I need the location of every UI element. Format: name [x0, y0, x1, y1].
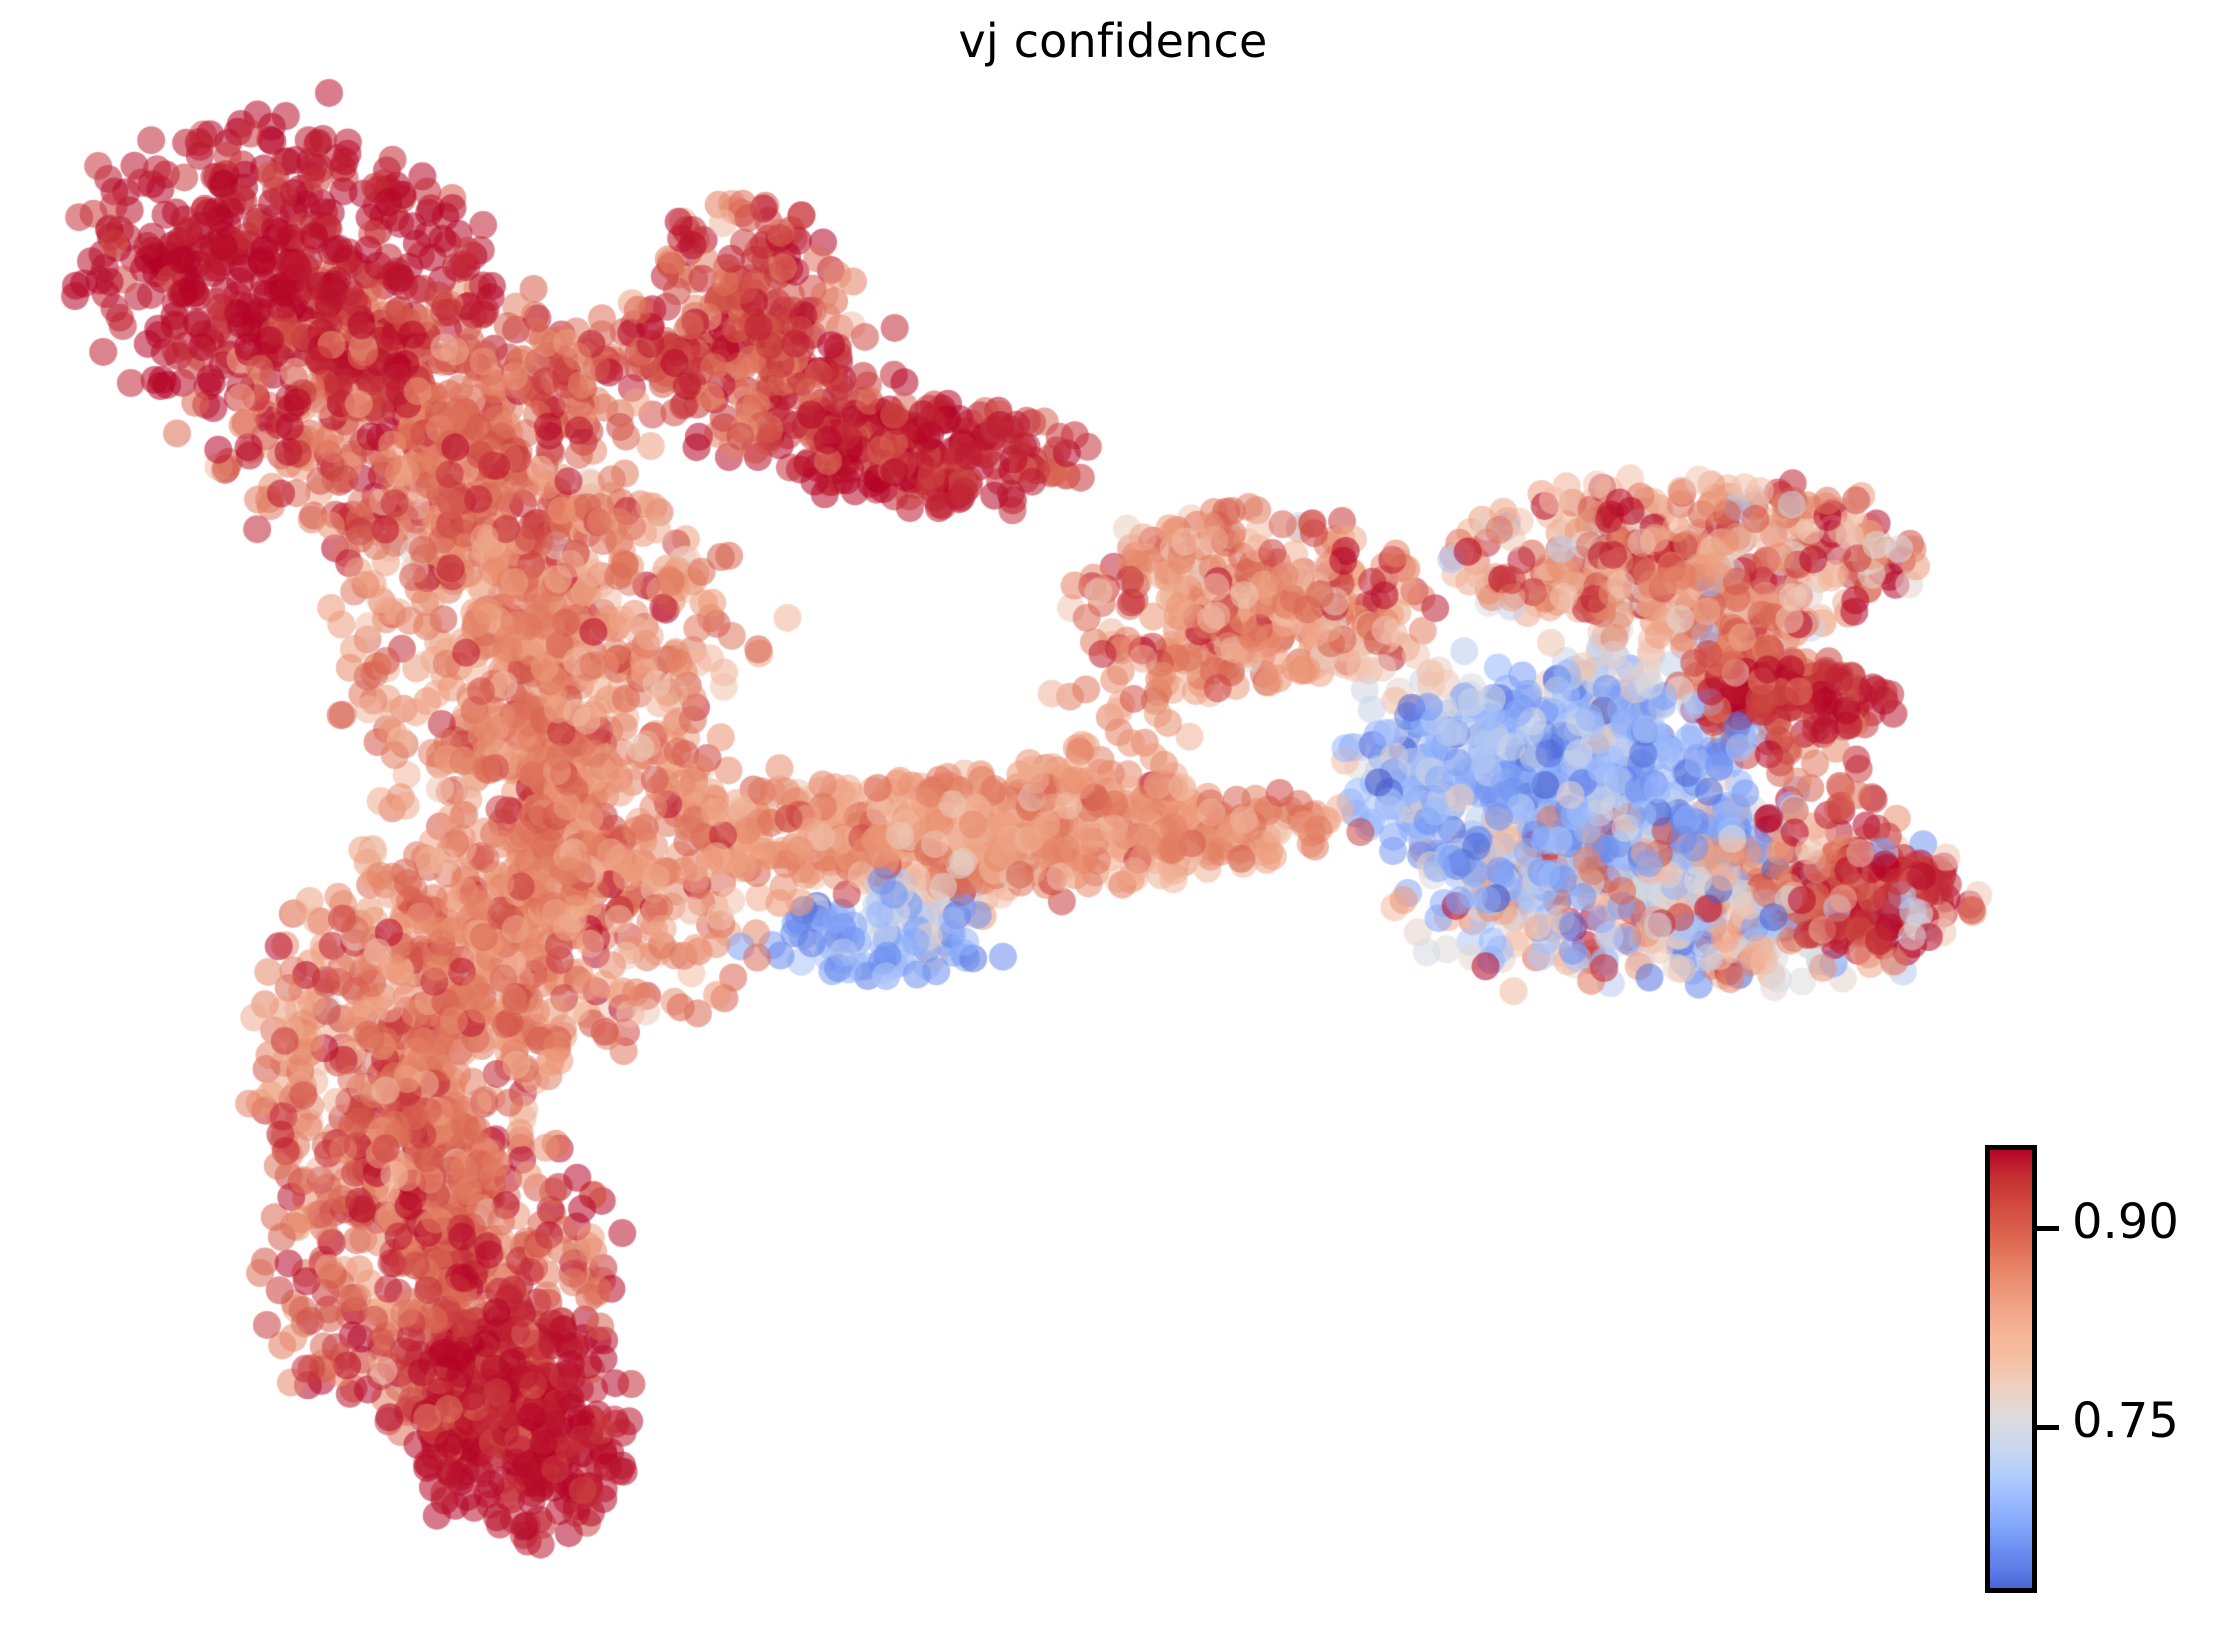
colorbar-tick-label-0: 0.90: [2072, 1194, 2179, 1250]
colorbar-tick-label-1: 0.75: [2072, 1393, 2179, 1449]
colorbar-tick-0: [2037, 1226, 2059, 1231]
colorbar-tick-1: [2037, 1425, 2059, 1430]
colorbar-gradient[interactable]: [1985, 1145, 2037, 1593]
